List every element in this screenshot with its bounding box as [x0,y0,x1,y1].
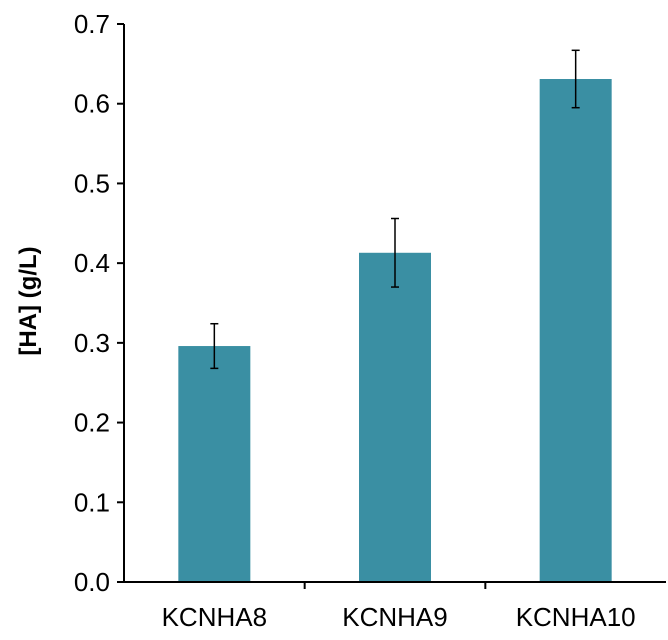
error-bar-kcnha8 [210,322,219,370]
y-tick-label: 0.3 [74,328,110,358]
labels-layer: 0.0 0.1 0.2 0.3 0.4 0.5 0.6 0.7 KCNHA8 KCNHA9 KCNH… [74,9,636,632]
y-tick-label: 0.0 [74,567,110,597]
y-tick-label: 0.4 [74,248,110,278]
error-bar-kcnha10 [571,49,580,109]
error-bars-layer [210,49,580,370]
bar-kcnha8 [178,346,251,582]
x-category-label: KCNHA10 [516,602,636,632]
bar-kcnha10 [539,79,612,582]
y-tick-label: 0.1 [74,487,110,517]
y-tick-label: 0.5 [74,168,110,198]
x-category-label: KCNHA9 [342,602,447,632]
y-tick-label: 0.2 [74,408,110,438]
bar-kcnha9 [359,252,431,582]
x-category-label: KCNHA8 [162,602,267,632]
y-tick-label: 0.6 [74,89,110,119]
y-tick-label: 0.7 [74,9,110,39]
y-axis-title: [HA] (g/L) [15,246,42,355]
axes-layer [117,23,666,589]
error-bar-kcnha9 [391,217,399,288]
bars-layer [178,79,612,582]
